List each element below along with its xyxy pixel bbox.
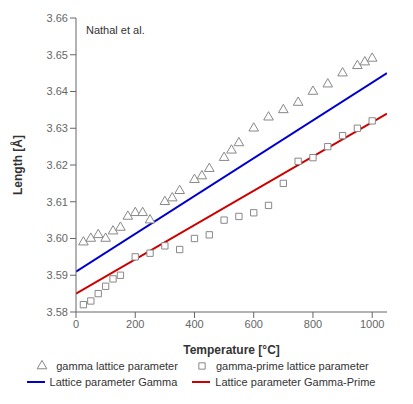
svg-text:400: 400: [185, 318, 203, 330]
svg-text:1000: 1000: [360, 318, 384, 330]
svg-text:800: 800: [304, 318, 322, 330]
svg-text:Temperature [°C]: Temperature [°C]: [183, 343, 280, 357]
html-text:Lattice parameter Gamma-Prime: Lattice parameter Gamma-Prime: [215, 376, 376, 388]
svg-text:200: 200: [126, 318, 144, 330]
svg-text:Length [Å]: Length [Å]: [10, 135, 25, 195]
svg-text:3.63: 3.63: [47, 122, 68, 134]
svg-text:3.64: 3.64: [47, 85, 68, 97]
svg-text:3.65: 3.65: [47, 49, 68, 61]
svg-text:0: 0: [73, 318, 79, 330]
html-text:gamma-prime lattice parameter: gamma-prime lattice parameter: [215, 360, 369, 372]
svg-text:3.59: 3.59: [47, 269, 68, 281]
svg-text:3.61: 3.61: [47, 196, 68, 208]
svg-text:600: 600: [245, 318, 263, 330]
svg-text:3.62: 3.62: [47, 159, 68, 171]
html-text:Lattice parameter Gamma: Lattice parameter Gamma: [49, 376, 178, 388]
svg-text:3.60: 3.60: [47, 232, 68, 244]
svg-text:3.58: 3.58: [47, 306, 68, 318]
html-text:Nathal et al.: Nathal et al.: [86, 24, 145, 36]
html-text:gamma lattice parameter: gamma lattice parameter: [56, 360, 178, 372]
svg-text:3.66: 3.66: [47, 12, 68, 24]
